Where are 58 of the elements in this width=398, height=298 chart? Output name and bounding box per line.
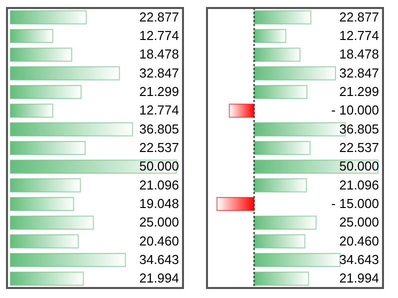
data-label: 32.847 bbox=[139, 65, 179, 80]
bar bbox=[10, 178, 81, 192]
bar bbox=[10, 84, 82, 100]
data-label: 21.994 bbox=[139, 270, 179, 286]
data-label: 12.774 bbox=[339, 28, 379, 43]
data-label: 21.096 bbox=[339, 177, 379, 192]
data-label: 12.774 bbox=[139, 28, 179, 43]
bar bbox=[10, 272, 84, 286]
bar bbox=[254, 272, 310, 286]
data-label: 20.460 bbox=[339, 233, 379, 248]
bar bbox=[254, 28, 286, 44]
data-label: 36.805 bbox=[339, 121, 379, 136]
data-label: - 10.000 bbox=[331, 102, 379, 118]
data-label: 21.994 bbox=[339, 270, 379, 286]
bar bbox=[216, 196, 255, 212]
bar bbox=[10, 48, 72, 62]
bar bbox=[10, 28, 54, 44]
data-label: - 15.000 bbox=[331, 196, 379, 211]
data-label: 12.774 bbox=[139, 102, 179, 118]
bar bbox=[10, 160, 177, 174]
data-label: 22.537 bbox=[139, 140, 179, 155]
bar bbox=[254, 66, 336, 80]
bar bbox=[10, 140, 86, 156]
bar bbox=[228, 104, 255, 118]
data-label: 21.096 bbox=[139, 177, 179, 192]
data-label: 36.805 bbox=[139, 121, 179, 136]
bar bbox=[254, 48, 300, 62]
bar bbox=[10, 122, 134, 136]
bar bbox=[254, 84, 308, 100]
bar bbox=[254, 216, 317, 230]
bar bbox=[10, 216, 94, 230]
bar bbox=[10, 234, 79, 248]
bar bbox=[10, 10, 87, 24]
data-label: 22.877 bbox=[339, 9, 379, 24]
data-label: 21.299 bbox=[139, 84, 179, 99]
bar bbox=[254, 234, 306, 248]
data-label: 25.000 bbox=[139, 214, 179, 230]
data-label: 50.000 bbox=[139, 158, 179, 174]
data-label: 20.460 bbox=[139, 233, 179, 248]
bar bbox=[254, 252, 340, 268]
data-label: 34.643 bbox=[139, 252, 179, 267]
data-label: 25.000 bbox=[339, 214, 379, 230]
data-label: 19.048 bbox=[139, 196, 179, 211]
data-label: 18.478 bbox=[139, 46, 179, 62]
data-label: 50.000 bbox=[339, 158, 379, 174]
bar bbox=[254, 178, 307, 192]
data-label: 32.847 bbox=[339, 65, 379, 80]
bar bbox=[10, 196, 74, 212]
bar bbox=[10, 66, 120, 80]
data-label: 22.877 bbox=[139, 9, 179, 24]
bar bbox=[10, 104, 54, 118]
data-label: 34.643 bbox=[339, 252, 379, 267]
data-label: 18.478 bbox=[339, 46, 379, 62]
bar bbox=[10, 252, 126, 268]
data-label: 22.537 bbox=[339, 140, 379, 155]
data-label: 21.299 bbox=[339, 84, 379, 99]
bar bbox=[254, 140, 310, 156]
bar bbox=[254, 10, 312, 24]
